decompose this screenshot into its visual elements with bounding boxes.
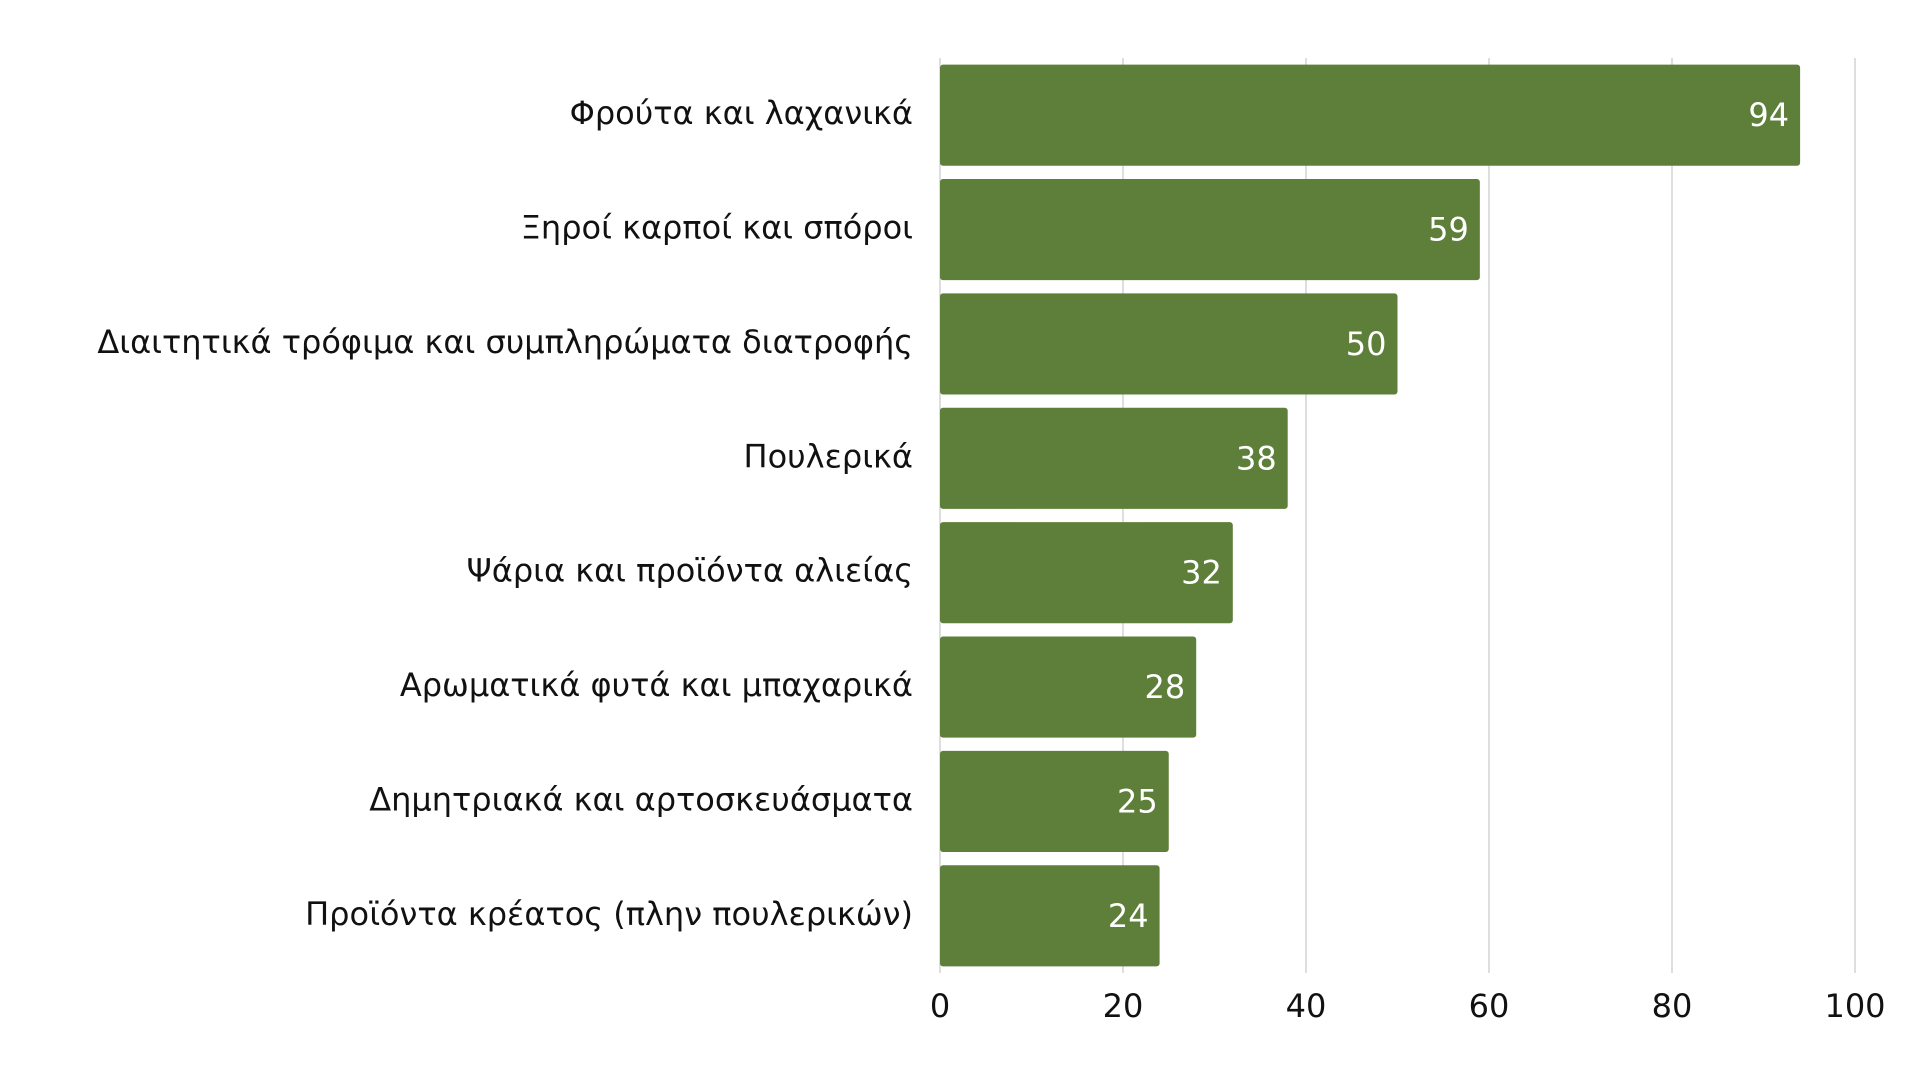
value-label: 28 — [1144, 668, 1185, 706]
value-label: 50 — [1346, 325, 1387, 363]
y-tick-label: Προϊόντα κρέατος (πλην πουλερικών) — [305, 895, 913, 933]
y-tick-label: Αρωματικά φυτά και μπαχαρικά — [400, 666, 913, 704]
x-tick-label: 80 — [1652, 987, 1693, 1025]
bar — [940, 636, 1197, 738]
value-label: 38 — [1236, 439, 1277, 477]
bar — [940, 293, 1398, 395]
bar — [940, 178, 1480, 281]
x-tick-label: 0 — [930, 987, 950, 1025]
y-tick-label: Πουλερικά — [744, 437, 913, 475]
bar — [940, 865, 1160, 967]
bar — [940, 407, 1288, 509]
y-tick-label: Ψάρια και προϊόντα αλιείας — [467, 552, 913, 590]
value-label: 24 — [1108, 897, 1149, 935]
bar — [940, 522, 1233, 624]
value-label: 59 — [1428, 211, 1469, 249]
x-tick-label: 60 — [1469, 987, 1510, 1025]
y-tick-label: Δημητριακά και αρτοσκευάσματα — [369, 780, 913, 818]
value-label: 32 — [1181, 554, 1222, 592]
y-tick-label: Φρούτα και λαχανικά — [570, 94, 913, 132]
x-tick-label: 40 — [1286, 987, 1327, 1025]
bar — [940, 64, 1801, 166]
x-tick-label: 20 — [1103, 987, 1144, 1025]
y-tick-label: Ξηροί καρποί και σπόροι — [521, 209, 913, 247]
value-label: 94 — [1748, 96, 1789, 134]
bar — [940, 750, 1169, 853]
value-label: 25 — [1117, 782, 1158, 820]
y-tick-label: Διαιτητικά τρόφιμα και συμπληρώματα διατ… — [97, 323, 913, 361]
x-tick-label: 100 — [1824, 987, 1885, 1025]
